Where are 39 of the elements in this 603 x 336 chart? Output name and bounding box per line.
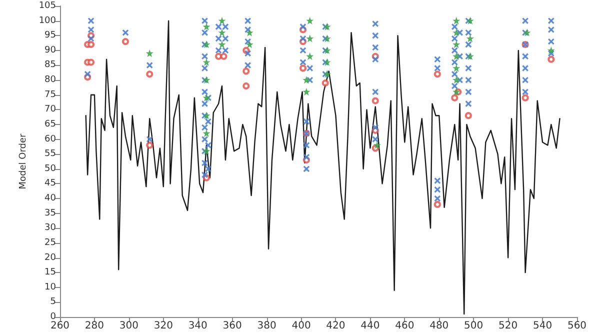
y-tick-label: 40	[44, 194, 56, 204]
x-tick-label: 360	[222, 320, 242, 332]
y-axis-title: Model Order	[18, 133, 28, 190]
x-tick-label: 280	[84, 320, 104, 332]
x-tick-label: 380	[257, 320, 276, 332]
x-tick-label: 300	[119, 320, 138, 332]
x-tick-label: 320	[154, 320, 173, 332]
y-tick-label: 30	[44, 223, 56, 234]
y-tick-label: 75	[44, 90, 56, 100]
x-tick-label: 340	[188, 320, 208, 332]
y-tick-label: 70	[44, 104, 56, 115]
y-tick-label: 55	[44, 149, 56, 160]
y-tick-label: 65	[44, 119, 56, 130]
y-tick-label: 0	[50, 312, 56, 322]
x-tick-label: 440	[360, 320, 380, 332]
y-tick-label: 5	[50, 297, 56, 308]
y-tick-label: 20	[44, 252, 56, 263]
y-tick-label: 35	[44, 208, 56, 218]
y-tick-label: 100	[38, 16, 56, 26]
y-tick-label: 80	[44, 75, 56, 86]
x-tick-label: 540	[532, 320, 552, 332]
y-tick-label: 45	[44, 178, 56, 189]
y-tick-label: 60	[44, 134, 56, 144]
y-tick-label: 10	[44, 282, 56, 292]
y-tick-label: 50	[44, 164, 56, 174]
x-tick-label: 260	[50, 320, 70, 332]
x-tick-label: 560	[567, 320, 587, 332]
y-tick-label: 105	[38, 1, 56, 11]
x-tick-label: 500	[464, 320, 484, 332]
x-tick-label: 400	[292, 320, 311, 332]
x-tick-label: 480	[430, 320, 449, 332]
y-tick-label: 95	[44, 30, 56, 41]
y-tick-label: 15	[44, 268, 56, 278]
y-tick-label: 85	[44, 60, 56, 70]
x-tick-label: 460	[395, 320, 414, 332]
x-tick-label: 520	[498, 320, 518, 332]
y-tick-label: 25	[44, 238, 56, 248]
x-tick-label: 420	[326, 320, 346, 332]
y-tick-label: 90	[44, 45, 56, 56]
